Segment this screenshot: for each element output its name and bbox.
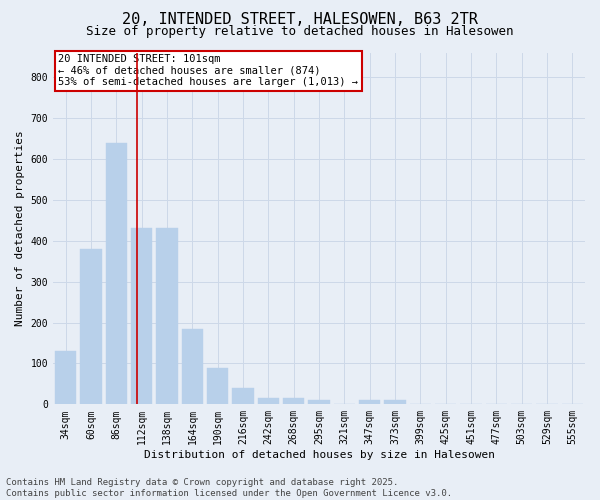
Bar [156, 228, 178, 404]
Bar [55, 351, 76, 405]
Bar [232, 388, 254, 404]
Y-axis label: Number of detached properties: Number of detached properties [15, 130, 25, 326]
Text: Size of property relative to detached houses in Halesowen: Size of property relative to detached ho… [86, 25, 514, 38]
Bar [384, 400, 406, 404]
Bar [80, 249, 102, 404]
Bar [257, 398, 279, 404]
X-axis label: Distribution of detached houses by size in Halesowen: Distribution of detached houses by size … [143, 450, 494, 460]
Bar [359, 400, 380, 404]
Bar [207, 368, 229, 405]
Text: Contains HM Land Registry data © Crown copyright and database right 2025.
Contai: Contains HM Land Registry data © Crown c… [6, 478, 452, 498]
Bar [308, 400, 330, 404]
Bar [182, 328, 203, 404]
Text: 20 INTENDED STREET: 101sqm
← 46% of detached houses are smaller (874)
53% of sem: 20 INTENDED STREET: 101sqm ← 46% of deta… [58, 54, 358, 88]
Bar [106, 142, 127, 404]
Bar [283, 398, 304, 404]
Bar [131, 228, 152, 404]
Text: 20, INTENDED STREET, HALESOWEN, B63 2TR: 20, INTENDED STREET, HALESOWEN, B63 2TR [122, 12, 478, 28]
